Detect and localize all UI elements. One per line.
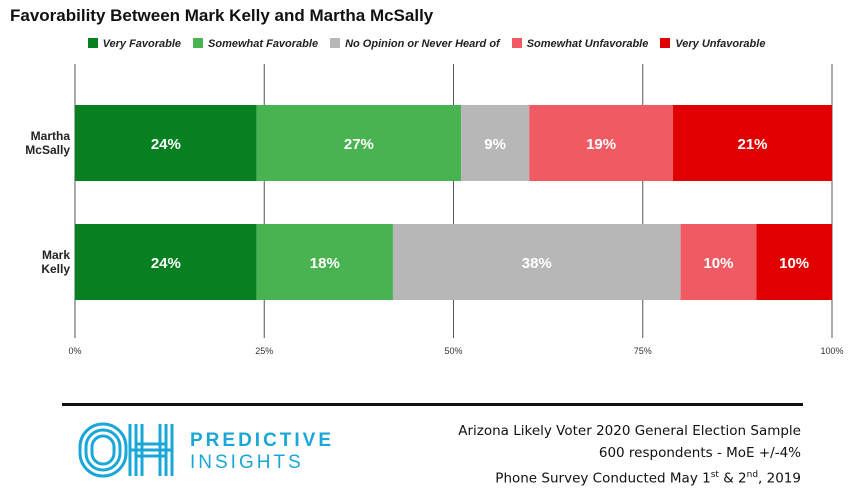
x-tick-label: 75% [634, 346, 652, 356]
legend-item: Very Unfavorable [660, 38, 765, 50]
bar-segment [680, 224, 757, 300]
x-tick-label: 50% [444, 346, 462, 356]
survey-line-3-text-b: & 2 [718, 470, 747, 487]
bar-segment [461, 105, 530, 181]
legend-label: No Opinion or Never Heard of [345, 38, 500, 50]
x-tick-label: 0% [68, 346, 81, 356]
chart-title: Favorability Between Mark Kelly and Mart… [10, 6, 434, 25]
legend-item: Somewhat Favorable [193, 38, 318, 50]
legend-label: Somewhat Favorable [208, 38, 319, 50]
x-tick-label: 100% [820, 346, 843, 356]
bar-segment [756, 224, 832, 300]
legend-item: No Opinion or Never Heard of [330, 38, 500, 50]
survey-line-3-sup-2: nd [746, 470, 759, 480]
category-label: McSally [25, 143, 70, 157]
legend-swatch [330, 38, 341, 48]
logo-line-1: PREDICTIVE [190, 430, 335, 451]
data-label: 24% [151, 255, 181, 272]
legend-swatch [87, 38, 98, 48]
oh-logo-icon [78, 422, 174, 478]
legend-item: Very Favorable [87, 38, 182, 50]
survey-line-1: Arizona Likely Voter 2020 General Electi… [458, 423, 801, 439]
category-label: Martha [31, 129, 71, 143]
legend-label: Very Unfavorable [675, 38, 766, 50]
logo-wordmark: PREDICTIVE INSIGHTS [190, 430, 334, 474]
data-label: 24% [151, 136, 181, 153]
bar-segment [256, 105, 462, 181]
data-label: 9% [484, 136, 506, 153]
legend-label: Somewhat Unfavorable [526, 38, 649, 50]
bar-segment [673, 105, 832, 181]
bar-segment [529, 105, 674, 181]
legend-label: Very Favorable [102, 38, 182, 50]
data-label: 18% [310, 255, 340, 272]
survey-line-3-text-a: Phone Survey Conducted May 1 [495, 470, 711, 487]
category-label: Kelly [41, 262, 70, 276]
chart-legend: Very Favorable Somewhat Favorable No Opini… [0, 38, 853, 50]
survey-line-3-text-c: , 2019 [758, 470, 801, 487]
logo-line-2: INSIGHTS [190, 452, 304, 473]
bar-segment [392, 224, 681, 300]
data-label: 10% [703, 255, 733, 272]
legend-item: Somewhat Unfavorable [511, 38, 649, 50]
legend-swatch [193, 38, 204, 48]
legend-swatch [511, 38, 522, 48]
data-label: 38% [522, 255, 552, 272]
data-label: 10% [779, 255, 809, 272]
bar-segment [256, 224, 393, 300]
survey-line-3: Phone Survey Conducted May 1st & 2nd, 20… [458, 464, 801, 490]
legend-swatch [660, 38, 671, 48]
data-label: 19% [586, 136, 616, 153]
survey-line-2: 600 respondents - MoE +/-4% [598, 445, 801, 461]
stacked-bar-chart: 0% 25% 50% 75% 100% 24% 27% 9% 19% 21% MarthaMcSal… [25, 64, 844, 356]
data-label: 27% [344, 136, 374, 153]
survey-line-3-sup-1: st [710, 470, 719, 480]
bar-segment [75, 105, 257, 181]
category-label: Mark [42, 248, 70, 262]
data-label: 21% [737, 136, 767, 153]
x-tick-label: 25% [255, 346, 273, 356]
bar-segment [75, 224, 257, 300]
footer-divider [62, 403, 803, 406]
survey-info: Arizona Likely Voter 2020 General Electi… [458, 420, 801, 490]
